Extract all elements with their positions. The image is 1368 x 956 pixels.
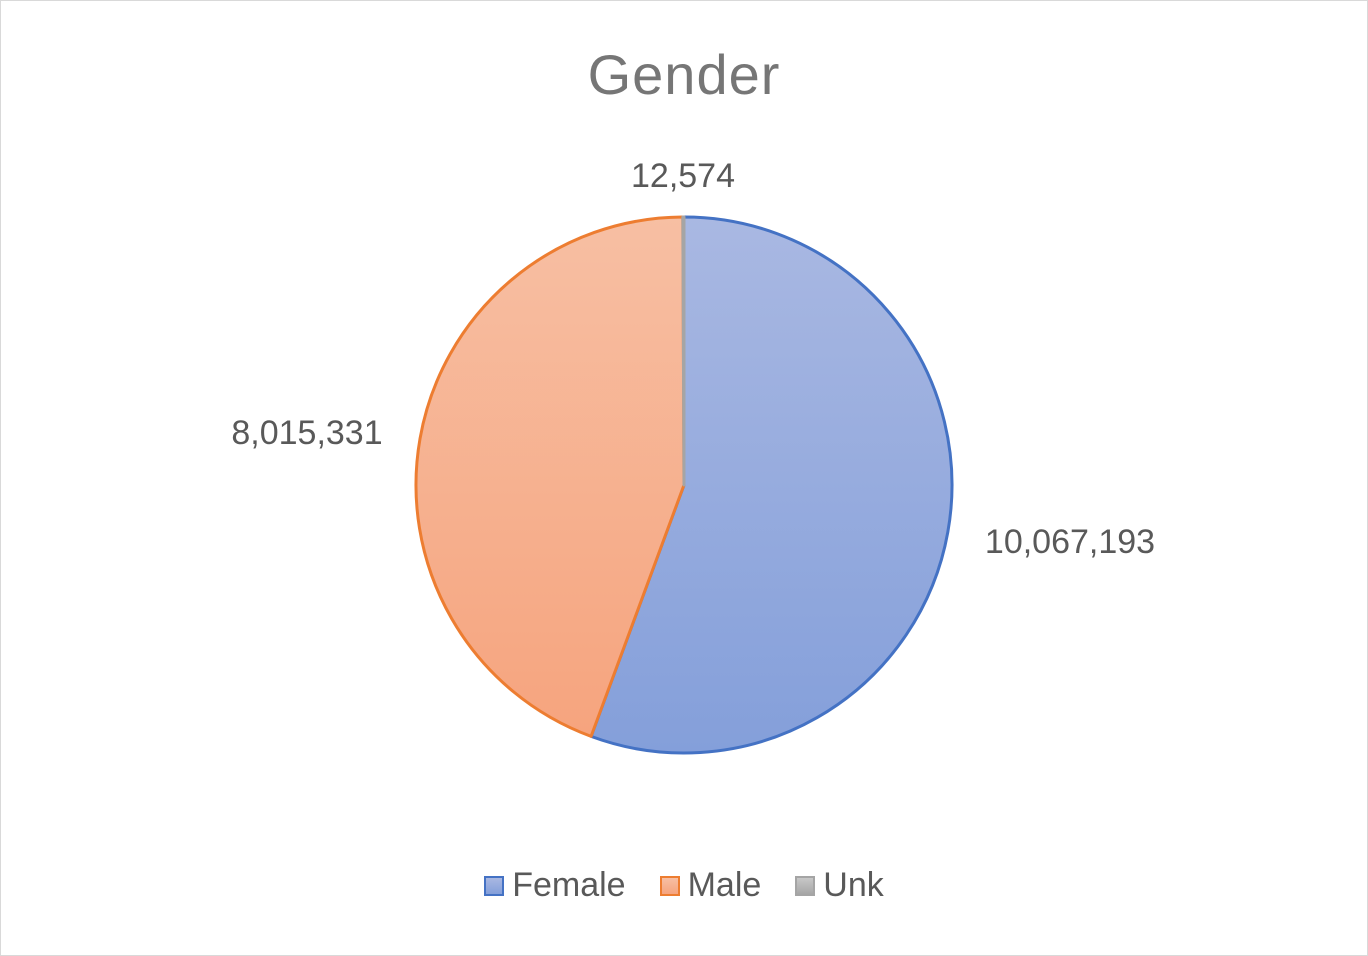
data-label-female: 10,067,193 [985, 523, 1155, 561]
legend-label-female: Female [512, 866, 626, 904]
pie-slice-unk [681, 215, 686, 487]
chart-title: Gender [587, 43, 781, 106]
legend-label-unk: Unk [823, 866, 884, 904]
data-label-male: 8,015,331 [231, 414, 382, 452]
data-label-unk: 12,574 [631, 157, 735, 195]
pie-labels: 10,067,193 8,015,331 12,574 [231, 157, 1155, 561]
pie-slice-female [589, 215, 954, 755]
legend-item-female: Female [484, 866, 626, 905]
legend: Female Male Unk [0, 866, 1368, 905]
legend-label-male: Male [687, 866, 762, 904]
legend-item-male: Male [659, 866, 762, 905]
legend-swatch-female [484, 875, 505, 896]
pie-slice-male [414, 215, 686, 738]
legend-swatch-unk [795, 875, 816, 896]
legend-item-unk: Unk [795, 866, 884, 905]
legend-swatch-male [659, 875, 680, 896]
pie-slices [414, 215, 954, 755]
